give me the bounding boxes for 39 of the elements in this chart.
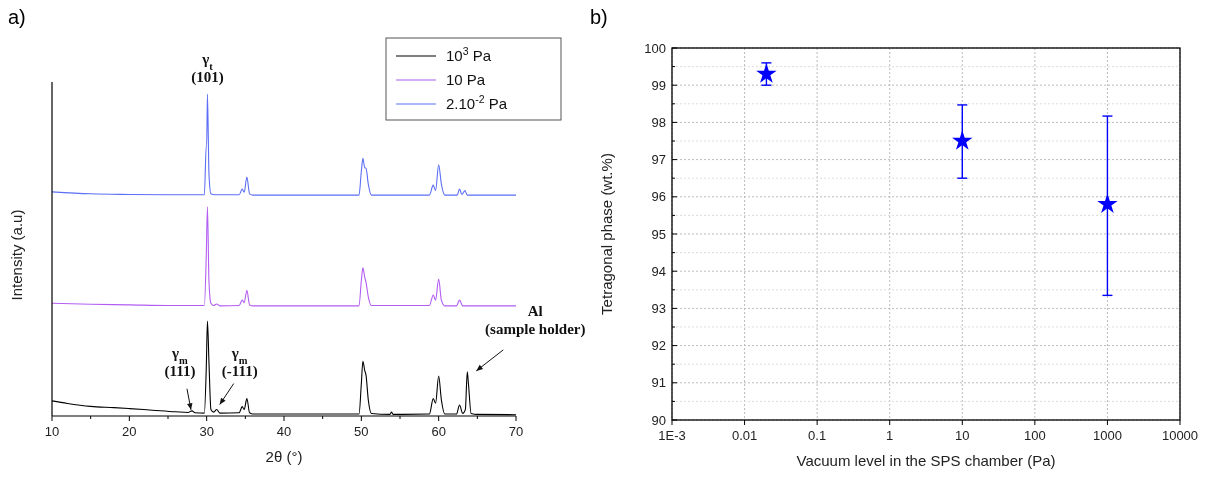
y-axis-title: Intensity (a.u) (8, 209, 25, 301)
y-tick-label: 91 (651, 375, 666, 391)
y-tick-label: 100 (644, 40, 666, 56)
annotation: γ$_{m}$ (111) (164, 344, 196, 380)
x-tick-label: 50 (354, 424, 369, 439)
x-axis-title: 2θ (°) (265, 448, 303, 465)
x-tick-label: 60 (431, 424, 446, 439)
x-tick-label: 70 (508, 424, 524, 439)
x-tick-label: 1E-3 (658, 428, 686, 443)
x-tick-label: 30 (199, 424, 214, 439)
legend-label: 10$^{3}$ Pa (446, 45, 492, 64)
y-tick-label: 93 (651, 300, 666, 316)
chart-title: b) (590, 6, 608, 28)
y-tick-label: 97 (651, 152, 666, 168)
annotation: Al (sample holder) (485, 302, 586, 338)
y-tick-label: 96 (651, 189, 666, 205)
x-tick-label: 0.01 (731, 428, 758, 443)
x-tick-label: 100 (1024, 428, 1046, 443)
annotation: γ$_{t}$ (101) (191, 51, 224, 86)
x-axis-title: Vacuum level in the SPS chamber (Pa) (796, 452, 1056, 469)
annotation: γ$_{m}$ (-111) (221, 344, 258, 380)
y-tick-label: 92 (651, 338, 666, 354)
y-tick-label: 90 (651, 412, 666, 428)
legend-label: 2.10$^{-2}$ Pa (446, 93, 508, 112)
x-tick-label: 20 (122, 424, 137, 439)
x-tick-label: 10 (44, 424, 60, 439)
y-axis-title: Tetragonal phase (wt.%) (598, 153, 615, 315)
x-tick-label: 10000 (1161, 428, 1199, 443)
x-tick-label: 10 (955, 428, 970, 443)
y-tick-label: 99 (651, 77, 666, 93)
x-tick-label: 1000 (1092, 428, 1122, 443)
y-tick-label: 95 (651, 226, 666, 242)
x-tick-label: 40 (276, 424, 292, 439)
chart-title: a) (8, 6, 26, 28)
y-tick-label: 94 (651, 263, 666, 279)
y-tick-label: 98 (651, 114, 666, 130)
x-tick-label: 1 (886, 428, 894, 443)
legend-label: 10 Pa (446, 71, 486, 88)
x-tick-label: 0.1 (808, 428, 827, 443)
